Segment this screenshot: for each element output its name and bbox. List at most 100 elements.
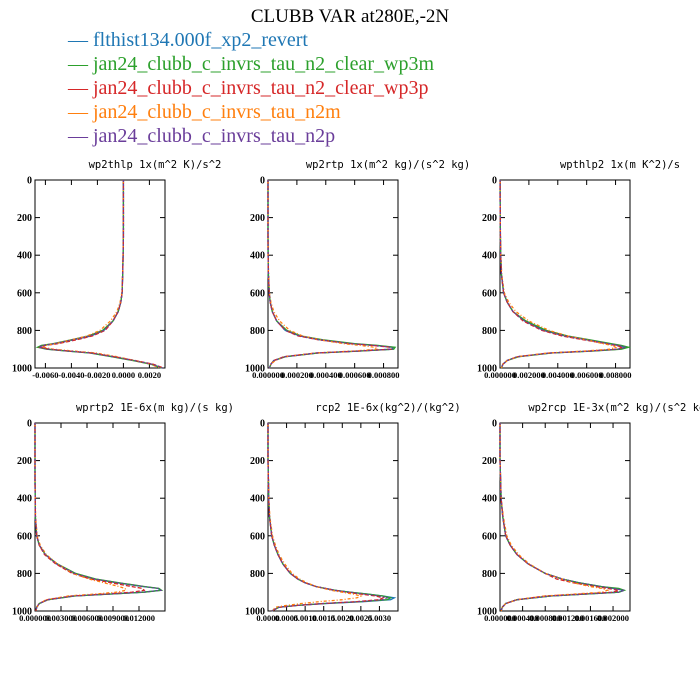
plot-frame: [499, 179, 631, 369]
series-line: [499, 180, 632, 369]
series-line: [499, 423, 610, 612]
legend-label: flthist134.000f_xp2_revert: [93, 29, 308, 51]
y-tick-label: 600: [17, 288, 32, 299]
y-tick-label: 800: [250, 569, 265, 580]
x-tick-label: 0.0025: [349, 613, 372, 623]
x-tick-label: 0.000000: [484, 613, 516, 623]
series-line: [267, 180, 395, 369]
legend-label: jan24_clubb_c_invrs_tau_n2_clear_wp3m: [93, 53, 435, 75]
x-tick-label: 0.0030: [368, 613, 391, 623]
y-tick-label: 0: [492, 419, 497, 430]
y-tick-label: 0: [260, 176, 265, 187]
y-tick-label: 600: [482, 288, 497, 299]
x-tick-label: 0.004000: [542, 370, 574, 380]
y-tick-label: 1000: [12, 607, 32, 618]
y-tick-label: 200: [250, 456, 265, 467]
series-line: [35, 180, 162, 369]
series-line: [499, 423, 627, 612]
x-tick-label: 0.000200: [281, 370, 313, 380]
series-line: [499, 180, 629, 369]
x-tick-label: 0.001200: [552, 613, 584, 623]
x-tick-label: -0.0060: [32, 370, 58, 380]
panel-title: wprtp2 1E-6x(m kg)/(s kg): [76, 402, 234, 414]
y-tick-label: 200: [482, 213, 497, 224]
series-line: [267, 423, 363, 612]
legend: — flthist134.000f_xp2_revert — jan24_clu…: [68, 28, 434, 148]
x-tick-label: 0.002000: [513, 370, 545, 380]
chart-panel: wp2rtp 1x(m^2 kg)/(s^2 kg) 0 200 400 600 800 1…: [245, 159, 470, 380]
plot-frame: [499, 422, 631, 612]
legend-item: — flthist134.000f_xp2_revert: [68, 29, 308, 51]
chart-panel: wp2rcp 1E-3x(m^2 kg)/(s^2 kg) 0 200 400 600 8…: [477, 402, 700, 623]
y-tick-label: 0: [27, 419, 32, 430]
plot-frame: [34, 422, 166, 612]
y-tick-label: 400: [17, 251, 32, 262]
y-tick-label: 400: [482, 494, 497, 505]
y-tick-label: 800: [250, 326, 265, 337]
y-tick-label: 800: [482, 569, 497, 580]
panel-title: wp2thlp 1x(m^2 K)/s^2: [89, 159, 222, 171]
series-line: [34, 423, 146, 612]
y-tick-label: 200: [17, 456, 32, 467]
x-tick-label: 0.003000: [45, 613, 77, 623]
series-line: [499, 180, 618, 369]
figure-title: CLUBB VAR at280E,-2N: [250, 6, 450, 27]
y-tick-label: 600: [17, 531, 32, 542]
y-tick-label: 0: [492, 176, 497, 187]
y-tick-label: 800: [17, 326, 32, 337]
x-tick-label: 0.006000: [571, 370, 603, 380]
y-tick-label: 0: [27, 176, 32, 187]
y-tick-label: 800: [17, 569, 32, 580]
legend-item: — jan24_clubb_c_invrs_tau_n2_clear_wp3m: [68, 53, 435, 75]
legend-label: jan24_clubb_c_invrs_tau_n2m: [93, 101, 341, 123]
x-tick-label: 0.001600: [574, 613, 606, 623]
x-tick-label: 0.000000: [19, 613, 51, 623]
x-tick-label: 0.0000: [112, 370, 135, 380]
plot-frame: [267, 422, 399, 612]
series-line: [267, 180, 393, 369]
series-line: [36, 180, 163, 369]
x-tick-label: 0.006000: [71, 613, 103, 623]
series-line: [499, 423, 625, 612]
chart-panel: wpthlp2 1x(m K^2)/s020040060080010000.00…: [477, 159, 680, 380]
x-tick-label: 0.000000: [484, 370, 516, 380]
x-tick-label: 0.002000: [597, 613, 629, 623]
series-line: [499, 423, 619, 612]
series-line: [43, 180, 161, 369]
y-tick-label: 1000: [245, 364, 265, 375]
series-line: [267, 423, 397, 612]
y-tick-label: 200: [250, 213, 265, 224]
series-line: [267, 180, 397, 369]
series-line: [267, 180, 392, 369]
legend-label: jan24_clubb_c_invrs_tau_n2_clear_wp3p: [93, 77, 429, 99]
y-tick-label: 400: [250, 494, 265, 505]
plot-frame: [34, 179, 166, 369]
y-tick-label: 1000: [12, 364, 32, 375]
y-tick-label: 600: [250, 531, 265, 542]
panel-title: wp2rcp 1E-3x(m^2 kg)/(s^2 kg): [528, 402, 700, 414]
legend-item: — jan24_clubb_c_invrs_tau_n2_clear_wp3p: [68, 77, 429, 99]
legend-label: jan24_clubb_c_invrs_tau_n2p: [93, 125, 336, 147]
series-line: [37, 180, 164, 369]
x-tick-label: 0.0005: [275, 613, 298, 623]
series-line: [34, 423, 163, 612]
x-tick-label: 0.008000: [600, 370, 632, 380]
y-tick-label: 1000: [477, 364, 497, 375]
x-tick-label: 0.000400: [310, 370, 342, 380]
legend-item: — jan24_clubb_c_invrs_tau_n2m: [68, 101, 341, 123]
y-tick-label: 1000: [477, 607, 497, 618]
chart-panel: rcp2 1E-6x(kg^2)/(kg^2) 0 200 400 600 800 1000…: [245, 402, 461, 623]
y-tick-label: 800: [482, 326, 497, 337]
x-tick-label: 0.000600: [339, 370, 371, 380]
x-tick-label: 0.012000: [123, 613, 155, 623]
series-line: [34, 423, 163, 612]
series-line: [34, 423, 127, 612]
series-line: [36, 180, 163, 369]
series-line: [34, 423, 164, 612]
x-tick-label: 0.000000: [252, 370, 284, 380]
x-tick-label: 0.0015: [312, 613, 335, 623]
series-line: [267, 423, 385, 612]
series-line: [267, 423, 393, 612]
panel-title: rcp2 1E-6x(kg^2)/(kg^2): [315, 402, 460, 414]
